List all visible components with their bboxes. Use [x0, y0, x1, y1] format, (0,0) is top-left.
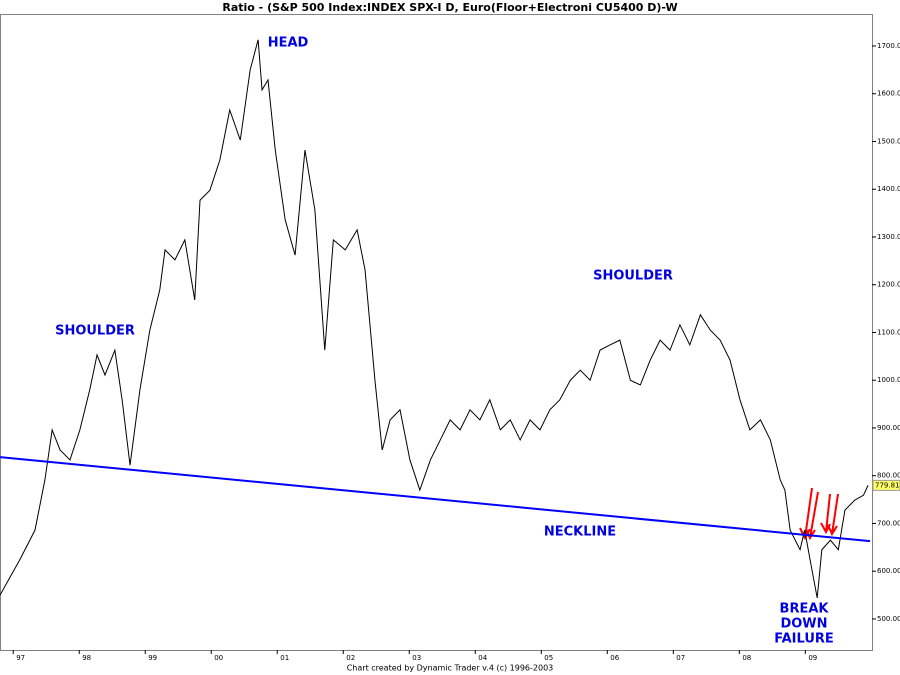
y-tick-label: 1500.000	[877, 137, 900, 145]
y-tick-label: 1200.000	[877, 281, 900, 289]
annotation: HEAD	[268, 36, 309, 51]
annotation: SHOULDER	[593, 269, 673, 284]
arrow	[827, 493, 839, 537]
x-tick-label: 03	[412, 654, 421, 662]
x-tick-label: 08	[742, 654, 751, 662]
neckline	[0, 456, 871, 543]
annotation: NECKLINE	[544, 525, 616, 540]
annotation: SHOULDER	[55, 324, 135, 339]
y-tick-label: 500.000	[877, 615, 900, 623]
x-tick-label: 99	[148, 654, 157, 662]
y-tick-label: 1700.000	[877, 42, 900, 50]
x-tick-label: 05	[544, 654, 553, 662]
annotation: BREAK	[780, 602, 830, 617]
x-tick-label: 04	[478, 654, 487, 662]
x-tick-label: 97	[16, 654, 25, 662]
x-tick-label: 00	[214, 654, 223, 662]
x-tick-label: 98	[82, 654, 91, 662]
x-tick-label: 01	[280, 654, 289, 662]
footer: Chart created by Dynamic Trader v.4 (c) …	[347, 664, 554, 673]
x-tick-label: 09	[808, 654, 817, 662]
last-value-label: 779.819	[875, 481, 900, 489]
y-tick-label: 1300.000	[877, 233, 900, 241]
y-tick-label: 700.000	[877, 519, 900, 527]
y-tick-label: 900.000	[877, 424, 900, 432]
y-tick-label: 1400.000	[877, 185, 900, 193]
arrow	[805, 491, 819, 541]
y-tick-label: 600.000	[877, 567, 900, 575]
y-tick-label: 1000.000	[877, 376, 900, 384]
chart-title: Ratio - (S&P 500 Index:INDEX SPX-I D, Eu…	[222, 1, 677, 14]
annotation: FAILURE	[774, 632, 834, 647]
x-tick-label: 06	[610, 654, 619, 662]
price-line	[0, 39, 869, 599]
y-tick-label: 1600.000	[877, 90, 900, 98]
annotation: DOWN	[780, 617, 827, 632]
y-tick-label: 1100.000	[877, 328, 900, 336]
y-tick-label: 800.000	[877, 472, 900, 480]
red-arrows	[799, 487, 839, 541]
x-tick-label: 02	[346, 654, 355, 662]
last-value-box	[872, 479, 900, 491]
x-tick-label: 07	[676, 654, 685, 662]
